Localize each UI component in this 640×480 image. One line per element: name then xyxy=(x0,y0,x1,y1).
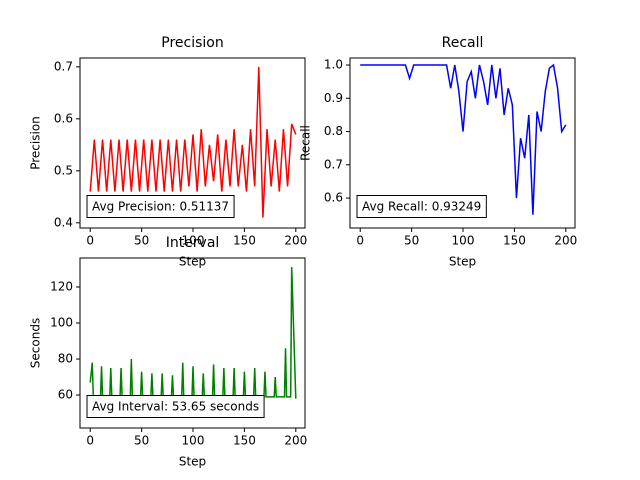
y-tick-label: 0.4 xyxy=(54,215,73,229)
x-axis-label: Step xyxy=(179,455,206,469)
annotation-box xyxy=(86,395,265,418)
y-tick-label: 0.5 xyxy=(54,163,73,177)
chart-title: Recall xyxy=(442,35,484,51)
y-axis-label: Precision xyxy=(29,116,43,170)
axes-frame xyxy=(79,257,306,429)
y-tick-label: 120 xyxy=(50,279,73,293)
y-tick-label: 0.7 xyxy=(54,59,73,73)
x-tick-label: 100 xyxy=(182,234,205,248)
x-tick-label: 0 xyxy=(86,434,94,448)
x-axis-label: Step xyxy=(179,255,206,269)
x-tick-label: 100 xyxy=(452,234,475,248)
chart-title: Precision xyxy=(161,35,223,51)
axes-frame xyxy=(79,57,306,229)
annotation-box xyxy=(356,195,487,218)
x-tick-label: 150 xyxy=(233,434,256,448)
y-tick-label: 0.9 xyxy=(324,91,343,105)
chart-title: Interval xyxy=(166,235,220,251)
y-axis-label: Recall xyxy=(299,125,313,161)
annotation: Avg Recall: 0.93249 xyxy=(362,200,481,214)
y-tick-label: 0.6 xyxy=(324,191,343,205)
annotation: Avg Precision: 0.51137 xyxy=(92,200,229,214)
x-tick-label: 0 xyxy=(356,234,364,248)
y-tick-label: 1.0 xyxy=(324,57,343,71)
axes-frame xyxy=(349,57,576,229)
annotation: Avg Interval: 53.65 seconds xyxy=(92,400,259,414)
x-tick-label: 150 xyxy=(233,234,256,248)
y-axis-label: Seconds xyxy=(29,318,43,368)
x-tick-label: 50 xyxy=(404,234,419,248)
x-tick-label: 50 xyxy=(134,234,149,248)
x-tick-label: 0 xyxy=(86,234,94,248)
y-tick-label: 0.8 xyxy=(324,124,343,138)
x-tick-label: 200 xyxy=(284,234,307,248)
line xyxy=(89,267,297,399)
y-tick-label: 0.6 xyxy=(54,111,73,125)
x-tick-label: 50 xyxy=(134,434,149,448)
x-axis-label: Step xyxy=(449,255,476,269)
y-tick-label: 0.7 xyxy=(324,157,343,171)
line xyxy=(89,66,297,218)
x-tick-label: 200 xyxy=(284,434,307,448)
x-tick-label: 100 xyxy=(182,434,205,448)
x-tick-label: 150 xyxy=(503,234,526,248)
y-tick-label: 100 xyxy=(50,316,73,330)
y-tick-label: 60 xyxy=(58,388,73,402)
line xyxy=(360,63,567,215)
y-tick-label: 80 xyxy=(58,352,73,366)
annotation-box xyxy=(86,195,235,218)
x-tick-label: 200 xyxy=(554,234,577,248)
